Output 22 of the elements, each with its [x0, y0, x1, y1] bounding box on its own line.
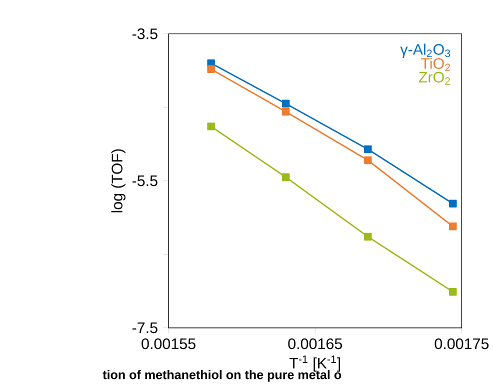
y-tick-label: -7.5 — [132, 322, 158, 334]
point — [207, 122, 215, 130]
x-tick-label: 0.00175 — [434, 338, 489, 350]
point — [364, 233, 372, 241]
point — [449, 222, 457, 230]
point — [449, 288, 457, 296]
y-tick-label: -5.5 — [132, 176, 158, 186]
y-axis-title: log (TOF) — [111, 150, 126, 212]
point — [282, 173, 290, 182]
point — [207, 65, 215, 74]
point — [449, 200, 457, 208]
text: γ-Al$_{2}$O$_{3}$ — [400, 44, 450, 58]
x-tick-label: 0.00165 — [288, 338, 342, 350]
point — [364, 146, 372, 154]
point — [282, 108, 290, 116]
text: ZrO$_{2}$ — [418, 72, 450, 85]
point — [364, 156, 372, 164]
x-tick-label: 0.00155 — [142, 338, 196, 350]
text: TiO$_{2}$ — [420, 58, 450, 72]
y-tick-label: -3.5 — [132, 28, 158, 40]
point — [282, 100, 290, 108]
x-axis-title: T$^{-1}$ [K$^{-1}$] — [289, 356, 340, 372]
